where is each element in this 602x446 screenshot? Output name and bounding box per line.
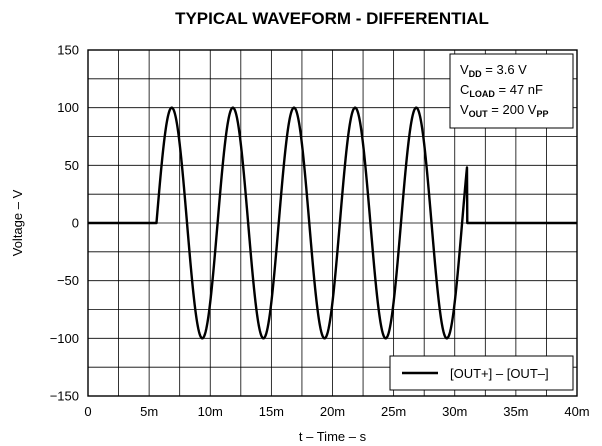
x-tick-label: 20m (320, 404, 345, 419)
y-axis-label: Voltage – V (10, 189, 25, 256)
condition-annotation: VDD = 3.6 V CLOAD = 47 nF VOUT = 200 VPP (449, 53, 574, 129)
x-tick-label: 25m (381, 404, 406, 419)
y-tick-label: 0 (72, 216, 79, 231)
legend: [OUT+] – [OUT–] (389, 355, 574, 391)
y-tick-label: 100 (57, 100, 79, 115)
x-tick-labels: 0 5m 10m 15m 20m 25m 30m 35m 40m (84, 404, 589, 419)
annotation-line: CLOAD = 47 nF (460, 82, 543, 99)
legend-label: [OUT+] – [OUT–] (450, 366, 549, 381)
annotation-line: VOUT = 200 VPP (460, 102, 548, 119)
y-tick-label: −150 (50, 389, 79, 404)
y-tick-label: 50 (65, 158, 79, 173)
x-tick-label: 5m (140, 404, 158, 419)
y-tick-label: 150 (57, 43, 79, 58)
x-tick-label: 40m (564, 404, 589, 419)
x-tick-label: 10m (198, 404, 223, 419)
x-tick-label: 30m (442, 404, 467, 419)
chart-title: TYPICAL WAVEFORM - DIFFERENTIAL (175, 9, 489, 28)
series-line (87, 106, 578, 340)
y-tick-label: −100 (50, 331, 79, 346)
plot-frame (87, 49, 578, 397)
y-tick-labels: −150 −100 −50 0 50 100 150 (50, 43, 79, 404)
x-tick-label: 0 (84, 404, 91, 419)
x-tick-label: 15m (259, 404, 284, 419)
x-tick-label: 35m (503, 404, 528, 419)
annotation-frame (449, 53, 574, 129)
y-tick-label: −50 (57, 273, 79, 288)
annotation-line: VDD = 3.6 V (460, 62, 527, 79)
x-axis-label: t – Time – s (299, 429, 367, 444)
